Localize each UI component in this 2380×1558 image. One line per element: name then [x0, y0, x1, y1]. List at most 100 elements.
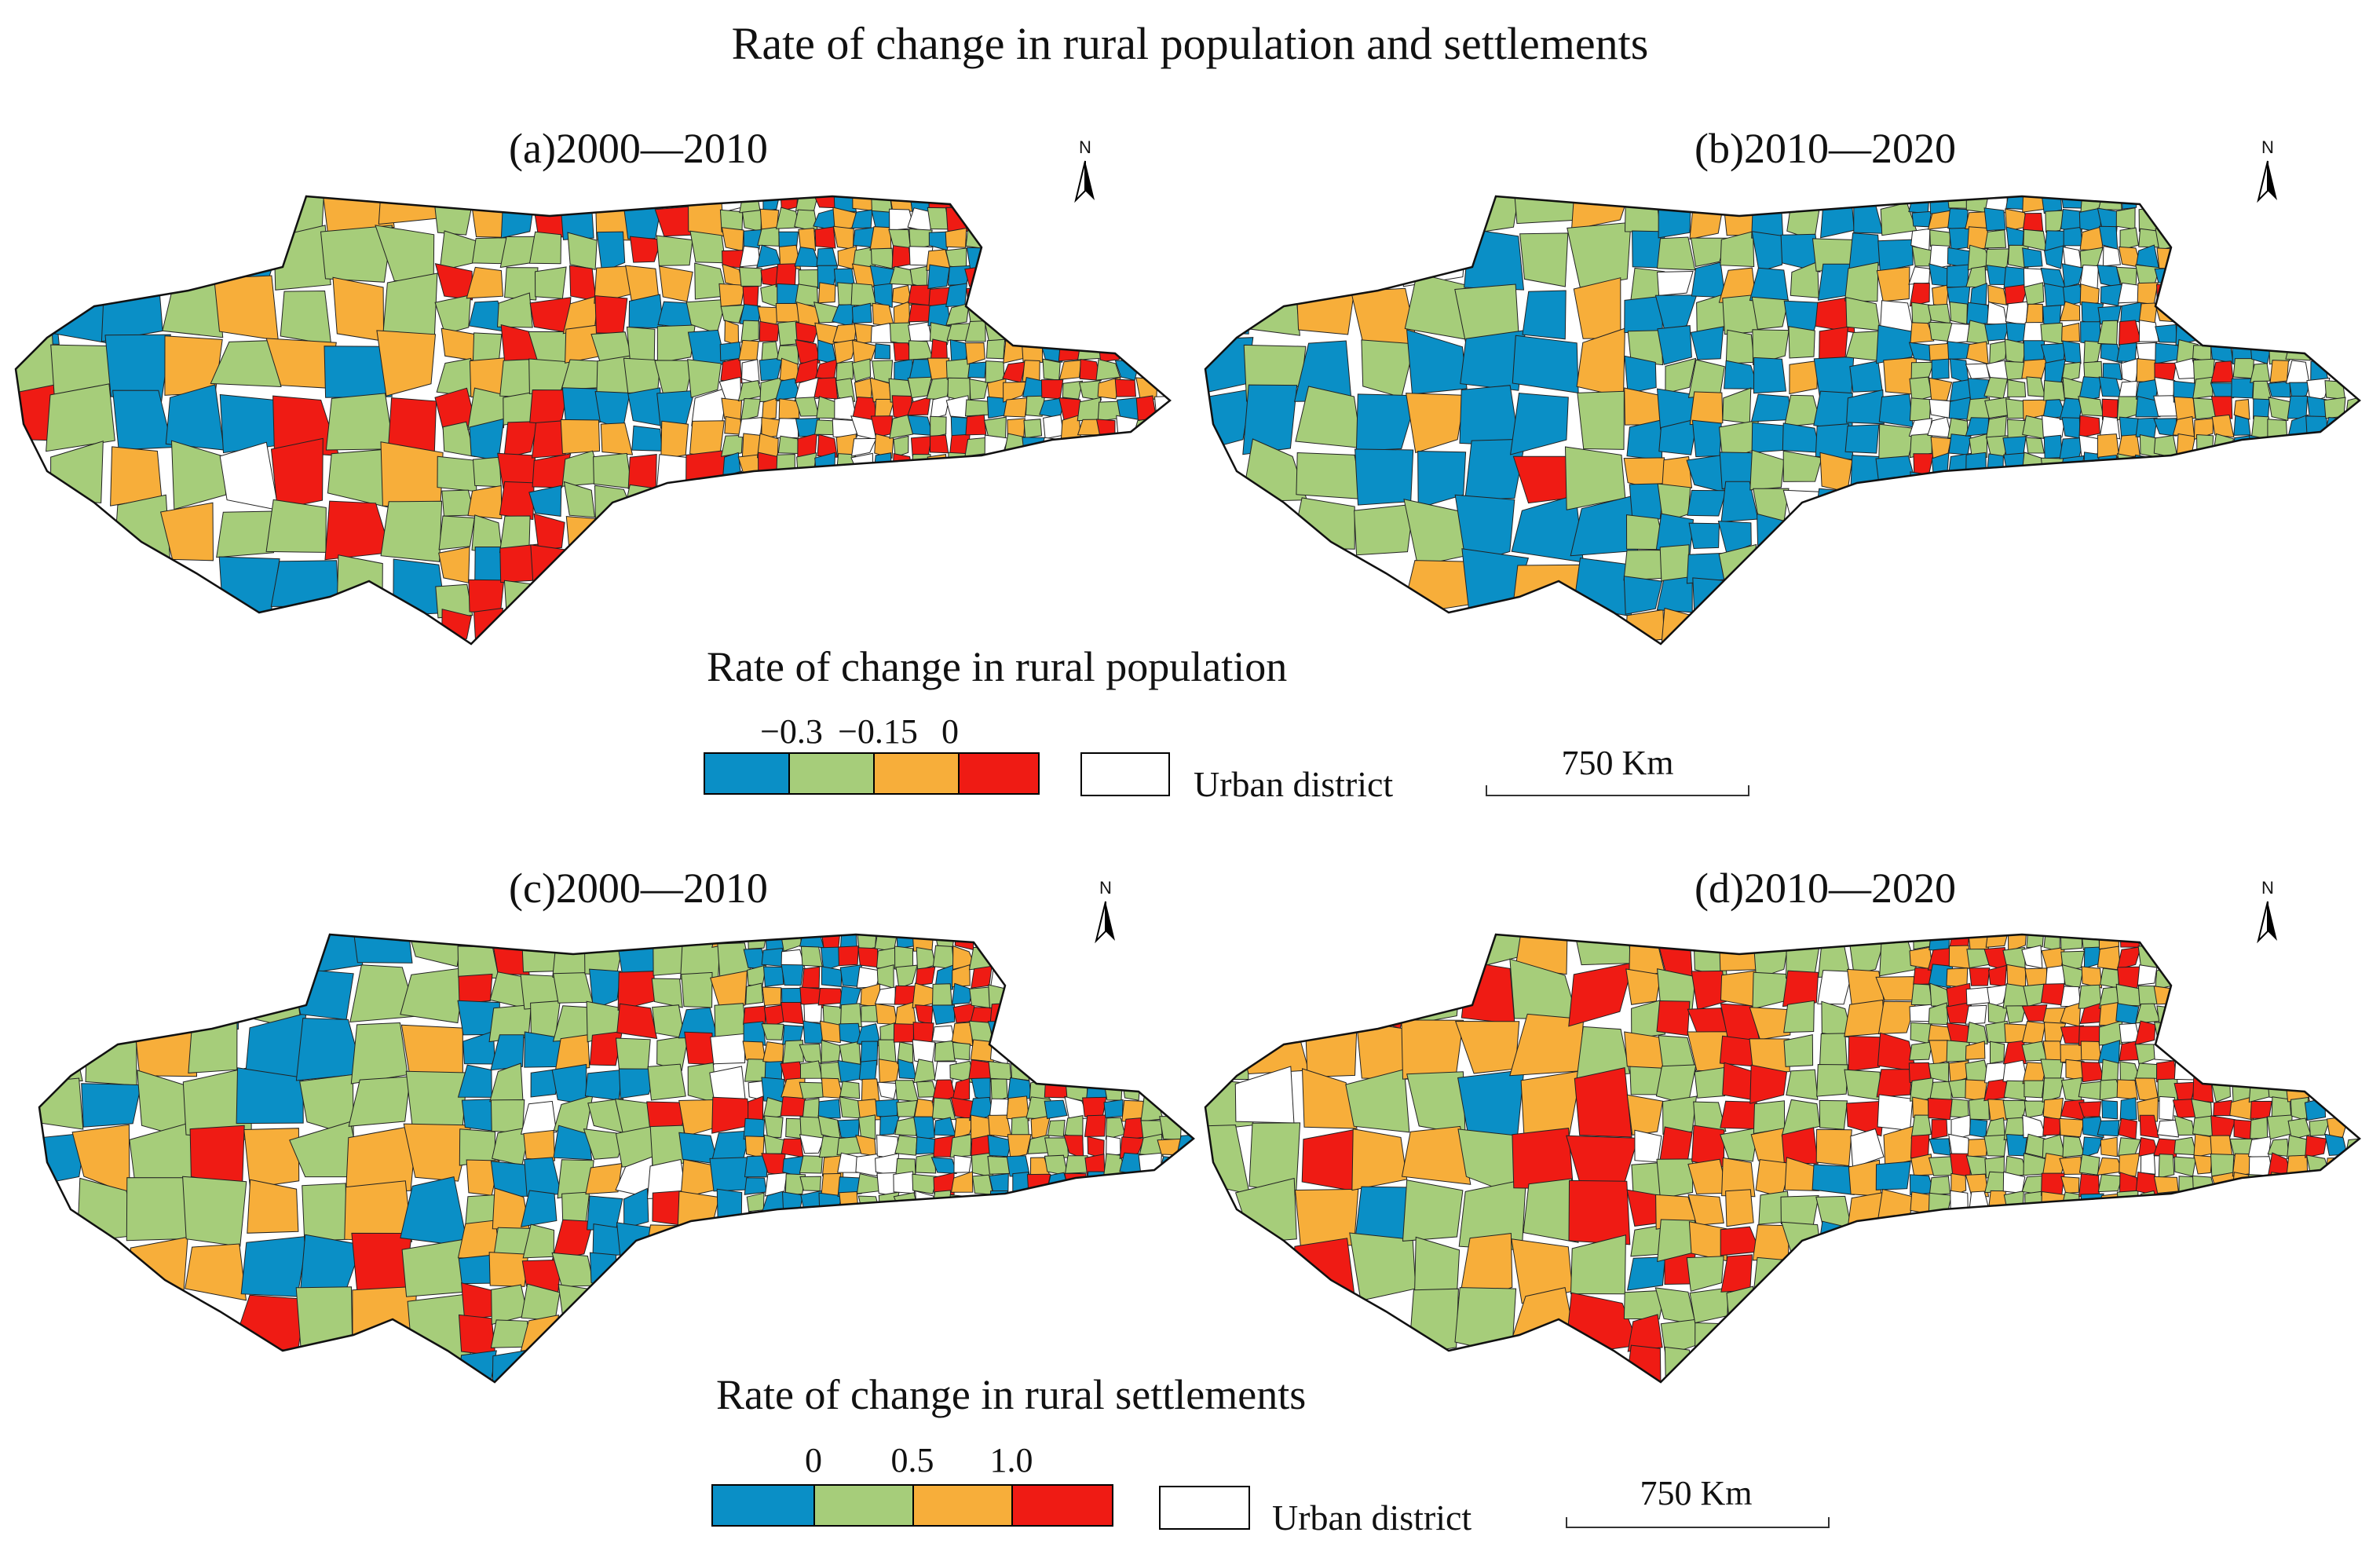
district-cell — [2154, 268, 2179, 285]
legend-swatch-orange — [912, 1484, 1013, 1527]
district-cell — [1877, 1000, 1917, 1035]
district-cell — [270, 560, 340, 607]
district-cell — [1780, 1194, 1819, 1227]
district-cell — [1044, 1137, 1069, 1158]
district-cell — [1910, 1153, 1934, 1176]
district-cell — [855, 1153, 881, 1177]
district-cell — [1987, 284, 2008, 306]
district-cell — [1965, 986, 1991, 1006]
district-cell — [2062, 340, 2082, 364]
district-cell — [851, 437, 877, 457]
district-cell — [1003, 338, 1025, 364]
district-cell — [651, 978, 683, 1008]
district-cell — [1967, 226, 1989, 250]
district-cell — [965, 414, 987, 436]
district-cell — [2120, 302, 2142, 323]
district-cell — [2153, 986, 2177, 1005]
district-cell — [2211, 414, 2235, 438]
panel-title-b: (b)2010—2020 — [1695, 125, 1956, 172]
district-cell — [467, 387, 506, 430]
district-cell — [870, 247, 894, 269]
district-cell — [803, 1002, 822, 1023]
district-cell — [945, 302, 970, 326]
district-cell — [1417, 450, 1467, 509]
district-cell — [1658, 418, 1698, 455]
district-cell — [2022, 212, 2044, 232]
district-cell — [622, 198, 663, 240]
district-cell — [631, 425, 663, 452]
district-cell — [930, 1157, 957, 1174]
district-cell — [1965, 452, 1987, 477]
district-cell — [1815, 488, 1855, 521]
district-cell — [1139, 1133, 1164, 1157]
district-cell — [2115, 1003, 2140, 1025]
district-cell — [894, 1135, 918, 1156]
district-cell — [744, 1136, 765, 1159]
district-cell — [2061, 417, 2082, 439]
legend-swatch-blue — [711, 1484, 815, 1527]
district-cell — [817, 282, 836, 304]
district-cell — [2116, 946, 2142, 971]
district-cell — [2116, 342, 2137, 363]
district-cell — [1689, 391, 1724, 426]
district-cell — [554, 1034, 590, 1073]
district-cell — [1296, 452, 1364, 500]
district-cell — [2159, 1095, 2175, 1121]
district-cell — [520, 1314, 559, 1352]
district-cell — [2115, 983, 2141, 1007]
district-cell — [2040, 196, 2063, 214]
district-cell — [2173, 1136, 2197, 1156]
district-cell — [2119, 934, 2141, 948]
district-cell — [817, 433, 838, 458]
district-cell — [1566, 1135, 1639, 1187]
district-cell — [1042, 358, 1061, 381]
district-cell — [1627, 330, 1664, 366]
district-cell — [660, 420, 689, 460]
district-cell — [1909, 433, 1932, 459]
district-cell — [1720, 1127, 1759, 1162]
district-cell — [2022, 1114, 2046, 1139]
district-cell — [490, 1099, 525, 1133]
district-cell — [857, 1114, 876, 1140]
district-cell — [740, 320, 759, 343]
district-cell — [2137, 964, 2158, 986]
district-cell — [1789, 360, 1819, 395]
district-cell — [952, 1077, 971, 1101]
district-cell — [1406, 329, 1468, 395]
district-cell — [780, 1095, 806, 1117]
district-cell — [894, 985, 916, 1005]
district-cell — [1512, 564, 1581, 620]
district-cell — [1355, 448, 1414, 506]
district-cell — [1022, 437, 1046, 459]
district-cell — [934, 964, 957, 990]
district-cell — [1568, 1179, 1631, 1245]
district-cell — [2135, 396, 2161, 418]
district-cell — [1726, 1286, 1758, 1325]
district-cell — [182, 1176, 247, 1247]
district-cell — [1949, 358, 1969, 384]
district-cell — [1850, 1128, 1885, 1168]
district-cell — [2078, 1173, 2100, 1198]
district-cell — [814, 226, 836, 249]
district-cell — [303, 934, 364, 975]
district-cell — [657, 301, 693, 329]
district-cell — [2042, 415, 2066, 439]
district-cell — [1291, 1238, 1356, 1300]
district-cell — [1687, 1194, 1724, 1226]
district-cell — [1969, 1118, 1988, 1139]
district-cell — [964, 399, 990, 417]
district-cell — [2118, 1117, 2137, 1140]
district-cell — [627, 454, 657, 490]
district-cell — [874, 433, 894, 459]
district-cell — [1690, 237, 1727, 267]
district-cell — [2287, 395, 2309, 419]
district-cell — [1719, 1035, 1755, 1067]
district-cell — [762, 966, 784, 987]
district-cell — [742, 285, 759, 306]
district-cell — [2118, 282, 2141, 304]
district-cell — [1512, 335, 1579, 393]
district-cell — [1355, 393, 1418, 452]
district-cell — [1844, 1069, 1881, 1101]
district-cell — [1947, 208, 1969, 231]
district-cell — [2309, 1118, 2331, 1137]
